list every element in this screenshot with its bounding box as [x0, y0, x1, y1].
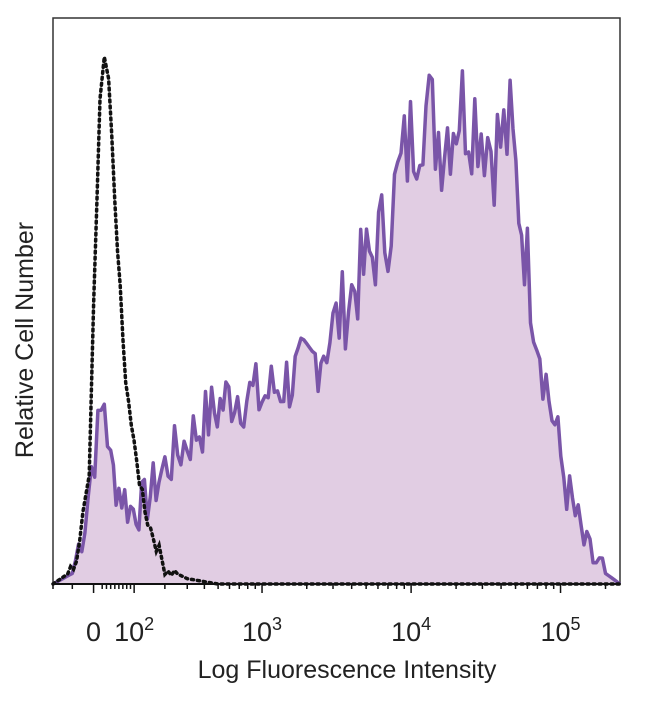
- x-tick-label: 0: [86, 617, 101, 647]
- histogram-filled-outline: [52, 69, 622, 586]
- x-tick-label: 102: [114, 614, 154, 647]
- x-tick-label: 104: [391, 614, 431, 647]
- x-axis-tick-labels: 0 102 103 104 105: [86, 614, 581, 647]
- y-axis-title: Relative Cell Number: [11, 222, 39, 458]
- x-axis-title: Log Fluorescence Intensity: [198, 656, 497, 684]
- x-tick-label: 105: [541, 614, 581, 647]
- x-axis-ticks: [52, 584, 607, 593]
- x-tick-label: 103: [242, 614, 282, 647]
